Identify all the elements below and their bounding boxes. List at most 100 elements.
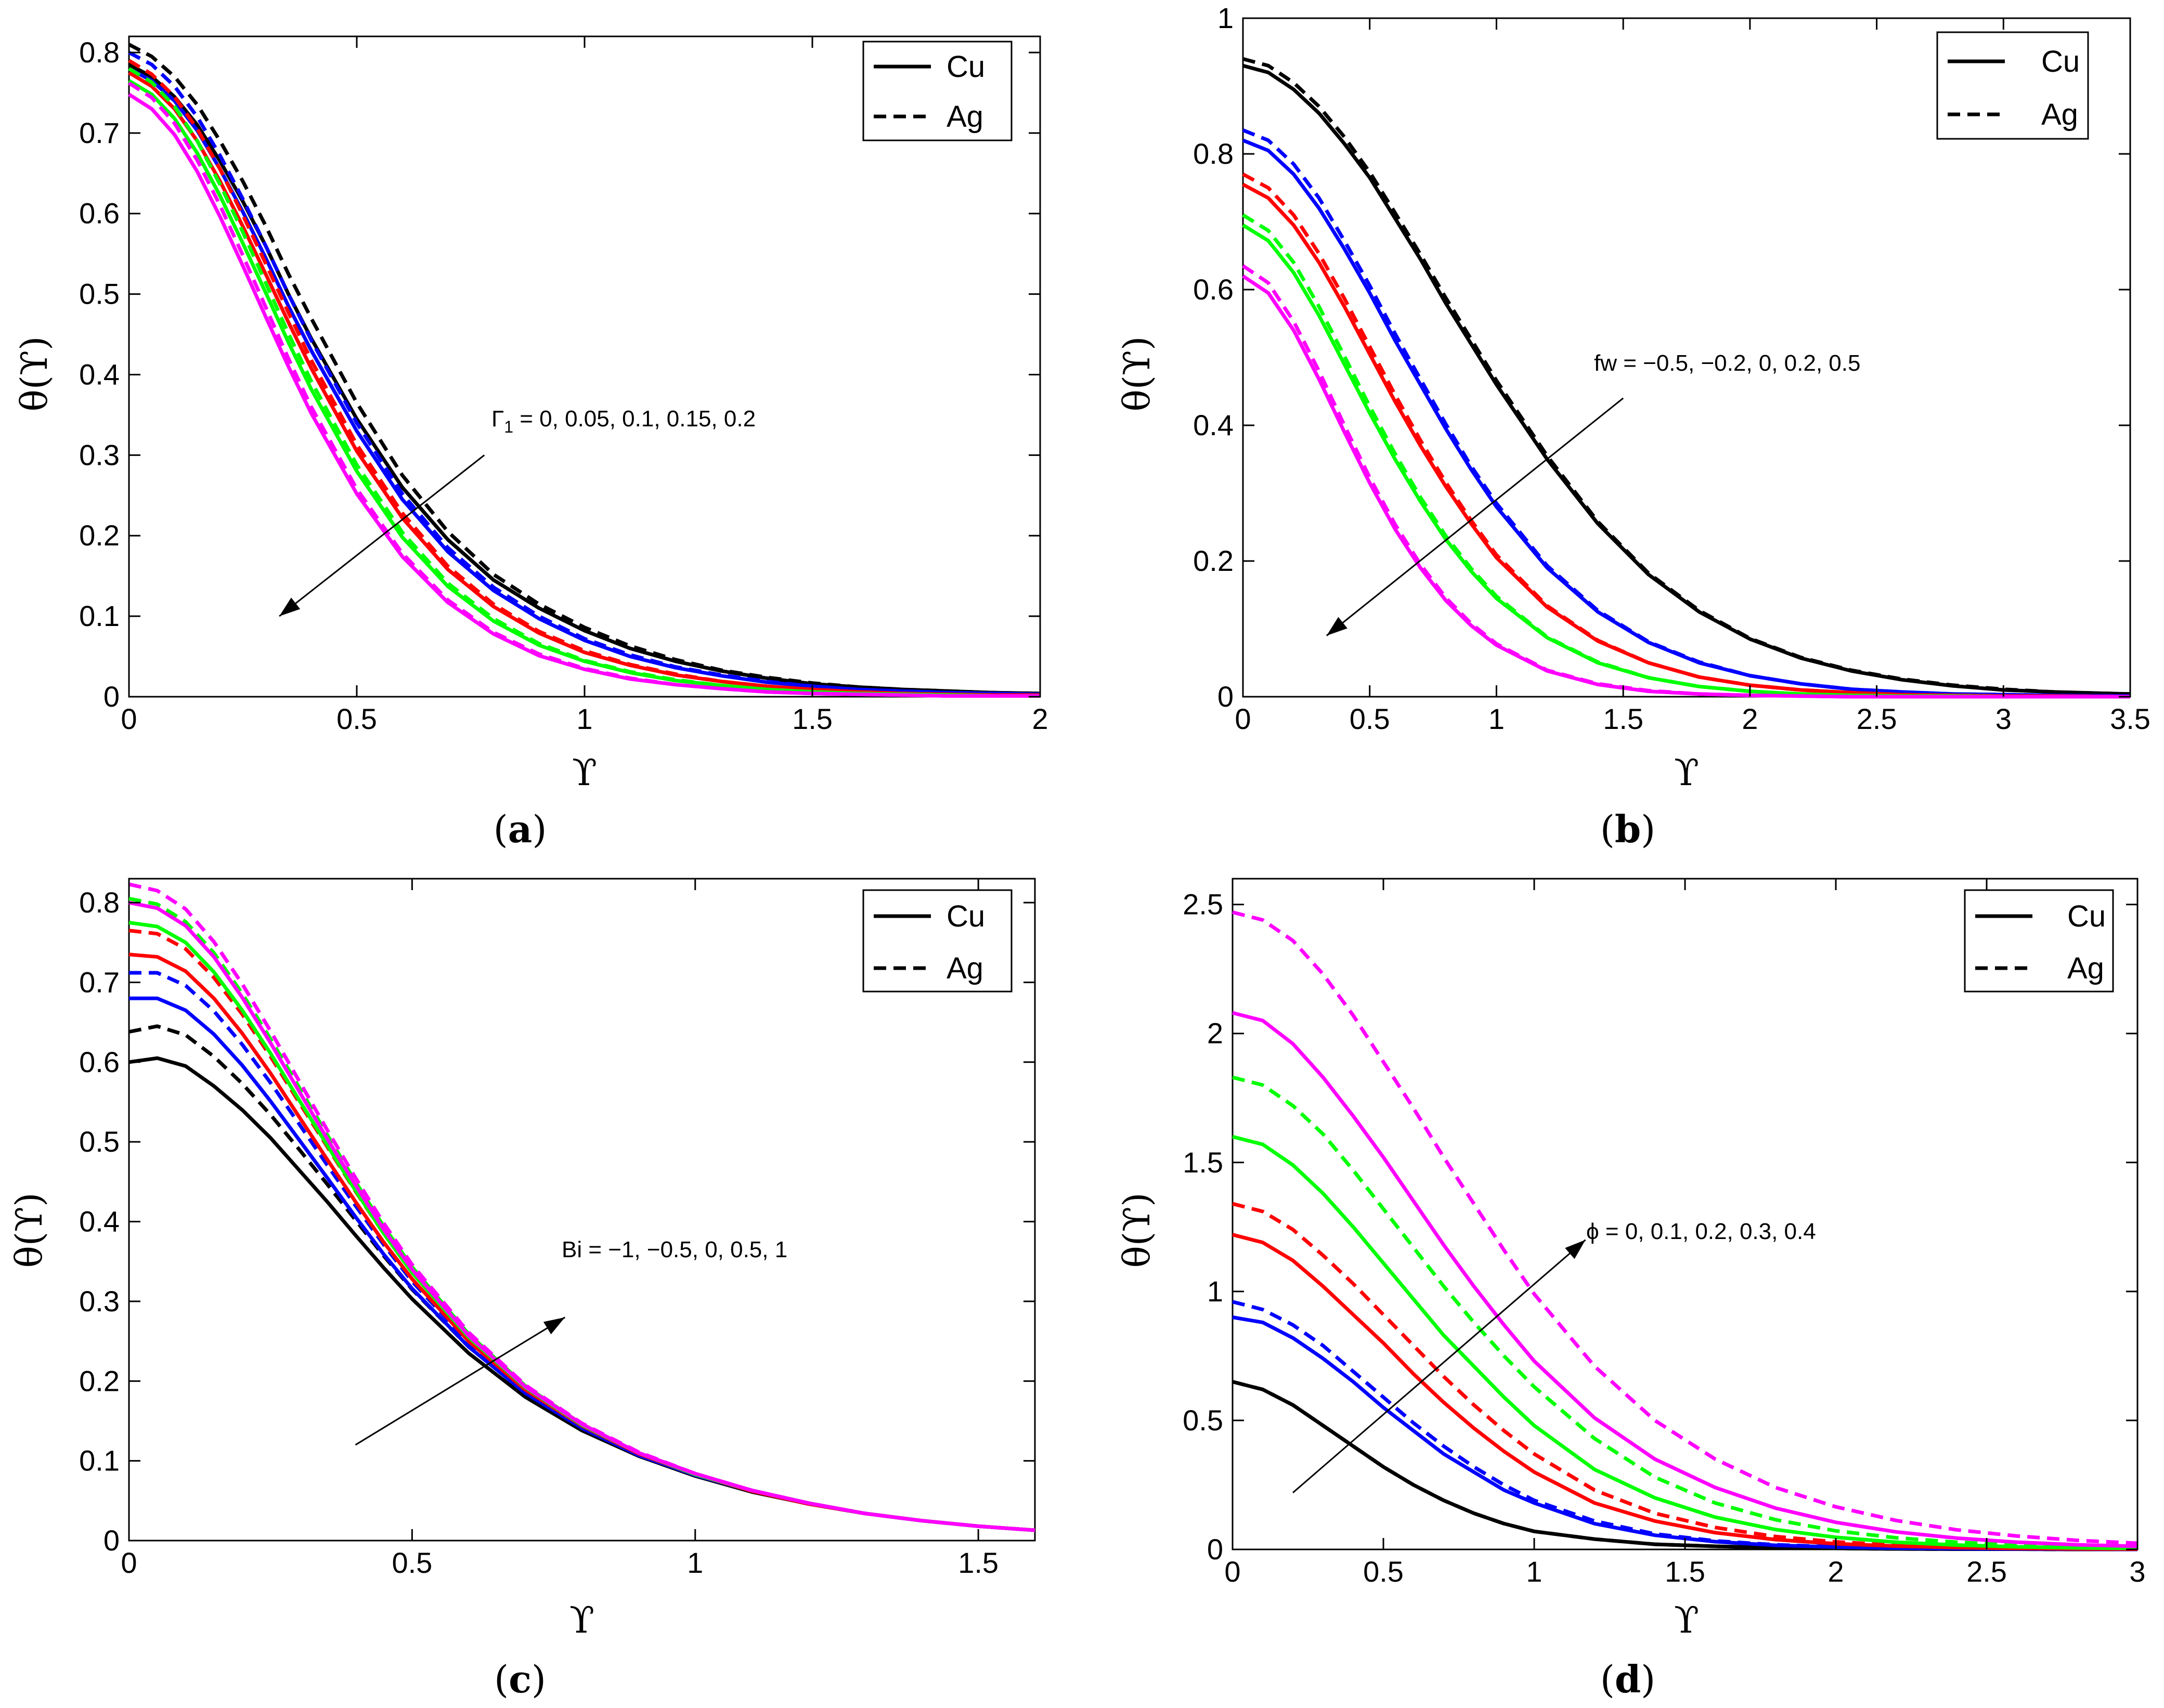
panel-a-ytick-label: 0.6	[79, 197, 120, 230]
panel-a-axes-frame	[128, 35, 1041, 698]
panel-d-ylabel: θ(ϒ)	[1116, 1193, 1158, 1268]
panel-a-caption: (a)	[494, 807, 547, 851]
panel-d-series-cu-green	[1232, 1135, 2138, 1550]
panel-b-ytick-label: 0.4	[1193, 409, 1234, 441]
panel-d-legend-cu: Cu	[2067, 899, 2106, 933]
panel-d-ytick-label: 1	[1207, 1275, 1223, 1308]
panel-b-series-ag-black	[1242, 57, 2131, 696]
panel-d-ytick-label: 2	[1207, 1017, 1223, 1050]
panel-c-ytick-label: 0.2	[79, 1364, 120, 1397]
panel-b-series-ag-blue	[1242, 128, 2131, 698]
panel-c-legend-cu: Cu	[947, 899, 985, 933]
panel-b-legend-ag: Ag	[2041, 98, 2078, 132]
panel-d-series-ag-green	[1232, 1075, 2138, 1549]
panel-d-arrow-line	[1292, 1239, 1586, 1493]
panel-d-caption: (d)	[1600, 1657, 1656, 1701]
panel-c-caption: (c)	[494, 1657, 546, 1701]
panel-a-arrow-head	[279, 597, 301, 617]
panel-a-ytick-label: 0	[103, 680, 120, 713]
panel-b-arrow-line	[1326, 397, 1624, 636]
panel-a-annotation: Γ1 = 0, 0.05, 0.1, 0.15, 0.2	[491, 406, 756, 436]
panel-d-series-cu-magenta	[1232, 1011, 2138, 1548]
panel-a-arrow-line	[279, 454, 485, 617]
panel-c-xtick-label: 1	[687, 1546, 703, 1579]
panel-b-series-ag-magenta	[1242, 264, 2130, 699]
panel-a-ytick-label: 0.1	[79, 599, 120, 632]
panel-a-legend-cu: Cu	[947, 50, 985, 84]
panel-a-ytick-label: 0.8	[79, 36, 120, 69]
panel-b-legend-cu: Cu	[2041, 45, 2080, 79]
panel-c-ytick-label: 0.6	[79, 1046, 120, 1078]
panel-d-ytick-label: 1.5	[1183, 1146, 1223, 1179]
panel-c-ytick-label: 0.1	[79, 1444, 120, 1477]
panel-b-ytick-label: 0.8	[1193, 137, 1234, 170]
panel-b-xtick-label: 2	[1742, 702, 1758, 735]
panel-b-xlabel: ϒ	[1674, 751, 1699, 794]
panel-d-xtick-label: 1.5	[1665, 1555, 1705, 1588]
panel-b-annotation: fw = −0.5, −0.2, 0, 0.2, 0.5	[1594, 350, 1860, 376]
panel-b-series-ag-green	[1242, 213, 2130, 699]
panel-d-xtick-label: 3	[2129, 1555, 2145, 1588]
panel-d-xtick-label: 2	[1828, 1555, 1844, 1588]
panel-b-arrow-head	[1326, 617, 1347, 636]
panel-d-ytick-label: 0.5	[1183, 1404, 1223, 1437]
panel-c-ytick-label: 0.3	[79, 1285, 120, 1318]
panel-c-ytick-label: 0.7	[79, 966, 120, 998]
panel-c-legend-ag: Ag	[947, 951, 983, 985]
panel-c: θ(ϒ) ϒ Bi = −1, −0.5, 0, 0.5, 1 Cu Ag (c…	[8, 878, 1036, 1701]
panel-a-series-cu-magenta	[128, 93, 1040, 698]
panel-c-ytick-label: 0	[103, 1524, 120, 1557]
panel-b-ytick-label: 1	[1217, 2, 1234, 34]
panel-d-xtick-label: 2.5	[1966, 1555, 2007, 1588]
panel-b: θ(ϒ) ϒ fw = −0.5, −0.2, 0, 0.2, 0.5 Cu A…	[1116, 2, 2150, 851]
panel-a-legend: Cu Ag	[862, 41, 1013, 141]
panel-a-series-ag-black	[128, 43, 1041, 696]
panel-b-ytick-label: 0	[1217, 680, 1234, 713]
panel-b-xtick-label: 3	[1995, 702, 2012, 735]
panel-c-legend: Cu Ag	[862, 889, 1013, 993]
panel-b-caption: (b)	[1600, 807, 1656, 851]
panel-c-ytick-label: 0.4	[79, 1205, 120, 1238]
panel-a: θ(ϒ) ϒ Γ1 = 0, 0.05, 0.1, 0.15, 0.2 Cu A…	[13, 35, 1048, 851]
panel-c-ylabel: θ(ϒ)	[8, 1193, 50, 1268]
panel-d-ytick-label: 0	[1207, 1533, 1223, 1566]
panel-d-legend: Cu Ag	[1964, 889, 2114, 993]
panel-c-xtick-label: 1.5	[958, 1546, 999, 1579]
panel-d-legend-ag: Ag	[2067, 951, 2104, 985]
panel-d: θ(ϒ) ϒ ϕ = 0, 0.1, 0.2, 0.3, 0.4 Cu Ag (…	[1116, 878, 2146, 1701]
panel-a-ylabel: θ(ϒ)	[13, 336, 56, 412]
panel-b-xtick-label: 0.5	[1350, 702, 1390, 735]
panel-d-annotation: ϕ = 0, 0.1, 0.2, 0.3, 0.4	[1586, 1219, 1816, 1244]
panel-a-ytick-label: 0.4	[79, 358, 120, 390]
panel-b-xtick-label: 1.5	[1603, 702, 1643, 735]
panel-c-ytick-label: 0.8	[79, 886, 120, 919]
panel-b-xtick-label: 3.5	[2110, 702, 2150, 735]
panel-d-series-ag-magenta	[1232, 910, 2138, 1545]
panel-c-xlabel: ϒ	[569, 1599, 594, 1641]
panel-d-xtick-label: 0.5	[1363, 1555, 1404, 1588]
panel-b-xtick-label: 0	[1235, 702, 1251, 735]
panel-c-arrow-line	[355, 1316, 566, 1446]
panel-a-xlabel: ϒ	[572, 751, 597, 794]
panel-a-series-ag-blue	[128, 50, 1041, 696]
panel-a-xtick-label: 1.5	[792, 702, 833, 735]
panel-c-xtick-label: 0	[121, 1546, 137, 1579]
panel-a-xtick-label: 2	[1032, 702, 1048, 735]
panel-c-annotation: Bi = −1, −0.5, 0, 0.5, 1	[562, 1237, 787, 1262]
panel-a-xtick-label: 0	[121, 702, 137, 735]
panel-d-ytick-label: 2.5	[1183, 888, 1223, 921]
panel-b-xtick-label: 2.5	[1857, 702, 1897, 735]
panel-d-series-ag-red	[1232, 1202, 2138, 1551]
panel-d-arrow-head	[1565, 1240, 1586, 1259]
panel-a-ytick-label: 0.7	[79, 116, 120, 149]
panel-a-series-ag-green	[128, 67, 1040, 698]
panel-d-xtick-label: 0	[1224, 1555, 1240, 1588]
panel-a-xtick-label: 0.5	[336, 702, 377, 735]
panel-a-ytick-label: 0.2	[79, 519, 120, 552]
panel-a-xtick-label: 1	[576, 702, 592, 735]
panel-d-xtick-label: 1	[1526, 1555, 1542, 1588]
panel-b-xtick-label: 1	[1488, 702, 1505, 735]
panel-a-ytick-label: 0.3	[79, 438, 120, 471]
panel-c-xtick-label: 0.5	[392, 1546, 432, 1579]
